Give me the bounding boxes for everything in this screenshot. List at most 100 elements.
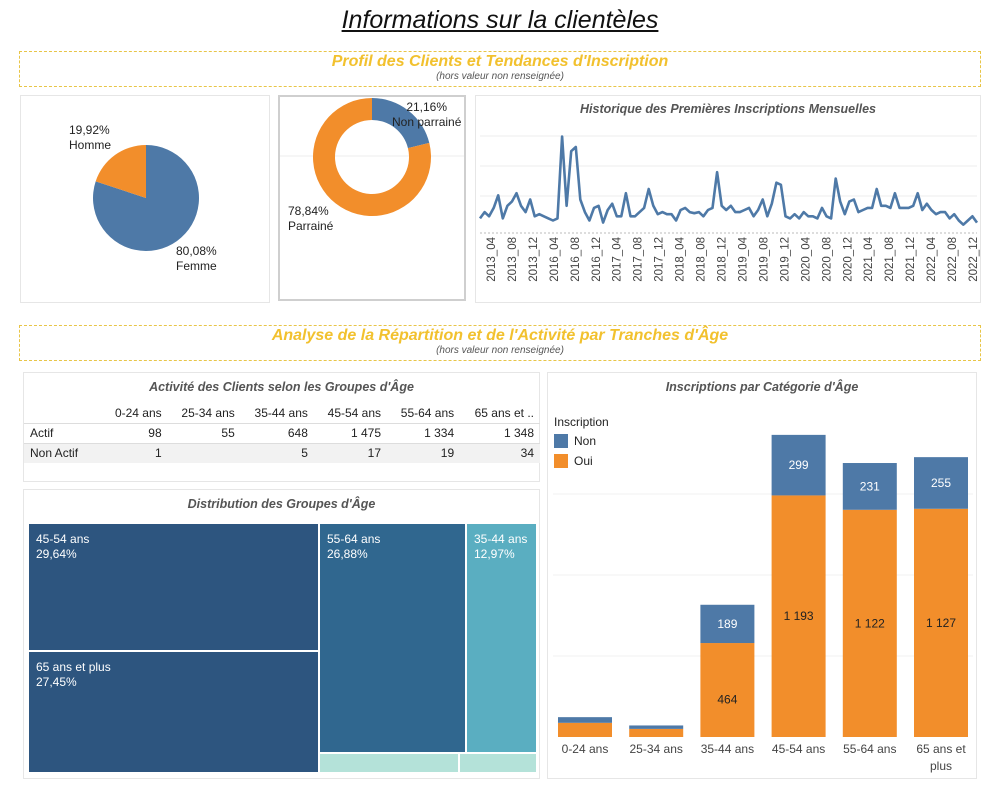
x-tick-label: 2022_12 xyxy=(968,237,980,282)
treemap-pct: 29,64% xyxy=(36,547,77,561)
x-tick-label: 2016_08 xyxy=(570,237,582,282)
table-cell: 1 334 xyxy=(387,422,461,443)
distribution-treemap: 45-54 ans 29,64% 65 ans et plus 27,45% 5… xyxy=(29,524,536,772)
x-tick-label: 2021_04 xyxy=(863,236,875,281)
legend-label: Non xyxy=(574,434,597,448)
x-tick-label: 2020_04 xyxy=(800,236,812,281)
page-title: Informations sur la clientèles xyxy=(341,6,659,34)
x-tick-label: 2016_12 xyxy=(591,237,603,282)
x-tick-label: 2018_12 xyxy=(717,237,729,282)
legend-label: Oui xyxy=(574,454,593,468)
activity-table-title: Activité des Clients selon les Groupes d… xyxy=(149,380,414,394)
x-category-label: 65 ans et xyxy=(916,742,966,756)
x-category-label: 25-34 ans xyxy=(630,742,683,756)
table-corner xyxy=(24,403,102,423)
x-category-label: plus xyxy=(930,759,952,773)
col-header: 55-64 ans xyxy=(400,405,455,420)
x-tick-label: 2017_04 xyxy=(612,236,624,281)
bar-segment-oui xyxy=(629,728,684,737)
treemap-cell-55-64: 55-64 ans 26,88% xyxy=(320,524,465,752)
treemap-cell-0-24 xyxy=(320,754,458,772)
x-tick-label: 2017_12 xyxy=(654,237,666,282)
x-category-label: 55-64 ans xyxy=(843,742,896,756)
bar-segment-oui xyxy=(700,643,755,737)
table-cell: 98 xyxy=(102,422,168,443)
gender-pie-panel: 19,92% Homme 80,08% Femme xyxy=(20,95,270,303)
table-cell: 55 xyxy=(167,422,241,443)
bar-data-label: 1 127 xyxy=(926,616,956,630)
bar-data-label: 464 xyxy=(717,692,737,706)
section-profil-subtitle: (hors valeur non renseignée) xyxy=(436,71,564,82)
x-tick-label: 2022_08 xyxy=(947,237,959,282)
donut-slice-non-parrainé xyxy=(372,98,430,149)
x-tick-label: 2021_08 xyxy=(884,237,896,282)
table-cell: 17 xyxy=(313,442,388,463)
table-cell: 1 475 xyxy=(313,422,388,443)
x-tick-label: 2020_08 xyxy=(821,237,833,282)
col-header: 25-34 ans xyxy=(181,405,235,420)
monthly-line-title: Historique des Premières Inscriptions Me… xyxy=(580,102,876,116)
treemap-cell-45-54: 45-54 ans 29,64% xyxy=(29,524,318,650)
sponsor-non-pct: 21,16% xyxy=(406,100,448,114)
bar-data-label: 1 193 xyxy=(784,609,814,623)
distribution-treemap-title: Distribution des Groupes d'Âge xyxy=(187,497,376,511)
bar-segment-non xyxy=(771,434,826,496)
gender-homme-label: Homme xyxy=(69,138,112,152)
section-age-title: Analyse de la Répartition et de l'Activi… xyxy=(271,327,729,344)
x-tick-label: 2022_04 xyxy=(926,236,938,281)
inscriptions-bar-chart: 0-24 ans 25-34 ans 464 189 35-44 ans 1 193 299… xyxy=(553,434,973,773)
col-header: 65 ans et .. xyxy=(474,405,534,420)
table-cell: 19 xyxy=(387,442,461,463)
table-cell: 648 xyxy=(240,422,314,443)
inscriptions-bar-title: Inscriptions par Catégorie d'Âge xyxy=(665,380,859,394)
legend-item-oui[interactable]: Oui xyxy=(554,451,609,471)
sponsorship-donut-panel: 21,16% Non parrainé 78,84% Parrainé xyxy=(278,95,466,301)
bar-data-label: 255 xyxy=(931,476,951,490)
bar-segment-oui xyxy=(771,495,826,737)
monthly-line-chart: 2013_04 2013_08 2013_12 2016_04 2016_08 2016_… xyxy=(478,135,980,282)
bar-data-label: 189 xyxy=(717,617,737,631)
gender-homme-pct: 19,92% xyxy=(69,123,110,137)
treemap-pct: 27,45% xyxy=(36,675,77,689)
treemap-label: 65 ans et plus xyxy=(36,660,111,674)
section-profil-title: Profil des Clients et Tendances d'Inscri… xyxy=(331,53,669,70)
gender-pie-chart xyxy=(93,145,199,251)
gender-femme-pct: 80,08% xyxy=(176,244,217,258)
x-category-label: 35-44 ans xyxy=(701,742,754,756)
table-row: Actif 98 55 648 1 475 1 334 1 348 xyxy=(24,422,540,443)
legend-swatch-icon xyxy=(554,434,568,448)
treemap-cell-65-plus: 65 ans et plus 27,45% xyxy=(29,652,318,772)
bar-segment-oui xyxy=(558,722,612,737)
treemap-pct: 12,97% xyxy=(474,547,515,561)
x-tick-label: 2018_08 xyxy=(696,237,708,282)
activity-table: 0-24 ans 25-34 ans 35-44 ans 45-54 ans 5… xyxy=(24,403,540,463)
x-tick-label: 2019_08 xyxy=(758,237,770,282)
sponsor-oui-label: Parrainé xyxy=(288,219,334,233)
row-header: Actif xyxy=(24,422,102,443)
table-cell: 5 xyxy=(240,442,314,463)
bar-segment-non xyxy=(842,463,897,510)
legend-item-non[interactable]: Non xyxy=(554,431,609,451)
bar-legend: Inscription Non Oui xyxy=(554,415,609,471)
x-tick-label: 2013_08 xyxy=(507,237,519,282)
treemap-label: 55-64 ans xyxy=(327,532,381,546)
col-header: 45-54 ans xyxy=(327,405,382,420)
x-category-label: 0-24 ans xyxy=(562,742,609,756)
treemap-label: 35-44 ans xyxy=(474,532,528,546)
x-tick-label: 2013_04 xyxy=(486,236,498,281)
bar-segment-oui xyxy=(914,508,968,737)
bar-data-label: 1 122 xyxy=(855,616,885,630)
bar-data-label: 299 xyxy=(789,458,809,472)
table-cell: 1 348 xyxy=(460,422,540,443)
x-tick-label: 2019_04 xyxy=(737,236,749,281)
line-series xyxy=(478,135,979,226)
inscriptions-bar-panel: Inscriptions par Catégorie d'Âge Inscrip… xyxy=(547,372,977,779)
section-age-banner: Analyse de la Répartition et de l'Activi… xyxy=(19,325,981,361)
table-cell: 34 xyxy=(460,442,540,463)
legend-title: Inscription xyxy=(554,415,609,429)
monthly-line-panel: Historique des Premières Inscriptions Me… xyxy=(475,95,981,303)
table-cell xyxy=(167,442,241,463)
sponsor-oui-pct: 78,84% xyxy=(288,204,329,218)
section-age-subtitle: (hors valeur non renseignée) xyxy=(436,345,564,356)
bar-segment-non xyxy=(558,717,612,723)
